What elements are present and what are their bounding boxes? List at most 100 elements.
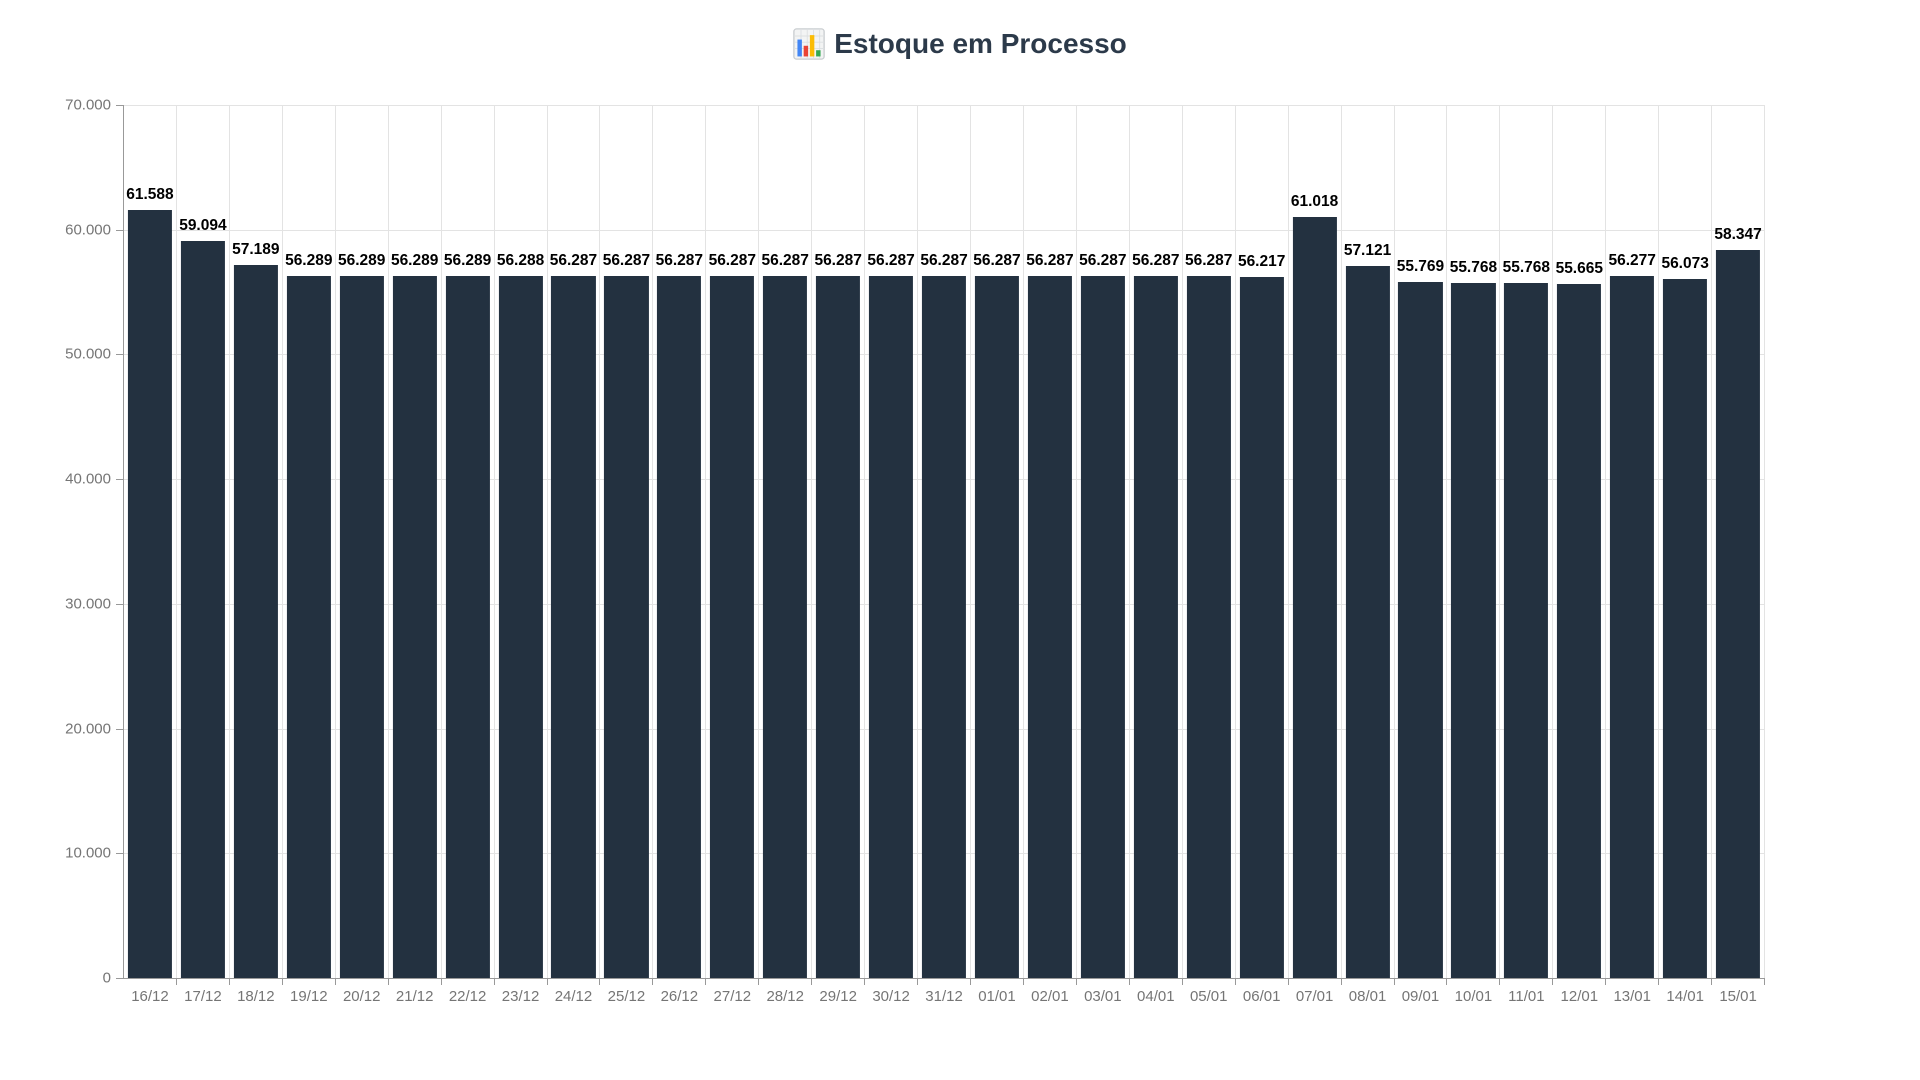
bar[interactable] xyxy=(604,276,649,978)
bar[interactable] xyxy=(1557,283,1602,978)
bar[interactable] xyxy=(1186,276,1231,978)
y-tick-mark xyxy=(116,853,123,855)
bar[interactable] xyxy=(1239,276,1284,978)
category-cell: 58.347 15/01 xyxy=(1712,105,1766,1005)
y-axis-tick-label: 70.000 xyxy=(65,96,111,114)
bar[interactable] xyxy=(1027,276,1072,978)
x-tick-mark xyxy=(1075,979,1077,985)
bar-value-label: 56.289 xyxy=(285,252,333,269)
x-tick-mark xyxy=(705,979,707,985)
plot-area: 70.000 60.000 50.000 40.000 30.000 20.000 10.0… xyxy=(65,97,1766,1005)
bar-value-label: 56.287 xyxy=(761,252,809,270)
bar[interactable] xyxy=(921,276,967,978)
bar-value-label: 56.287 xyxy=(1185,252,1233,270)
bar[interactable] xyxy=(233,264,278,978)
bar[interactable] xyxy=(1398,282,1443,978)
bar-value-label: 56.287 xyxy=(814,252,862,270)
x-axis-tick-label: 19/12 xyxy=(290,988,328,1005)
x-axis-tick-label: 11/01 xyxy=(1508,988,1545,1005)
x-axis-tick-label: 03/01 xyxy=(1084,988,1122,1005)
category-cell: 61.018 07/01 xyxy=(1289,105,1342,1005)
bar[interactable] xyxy=(127,209,173,978)
y-tick-mark xyxy=(116,354,123,356)
x-axis-tick-label: 27/12 xyxy=(713,988,752,1005)
x-axis-tick-label: 31/12 xyxy=(925,988,963,1005)
bar[interactable] xyxy=(551,276,596,978)
x-axis-tick-label: 23/12 xyxy=(501,988,540,1005)
bar-value-label: 56.287 xyxy=(1132,252,1180,270)
bar[interactable] xyxy=(1610,276,1655,978)
x-axis-tick-label: 05/01 xyxy=(1189,988,1228,1005)
bar-value-label: 56.217 xyxy=(1237,252,1286,270)
bar[interactable] xyxy=(498,276,543,978)
bar[interactable] xyxy=(392,276,437,978)
x-axis-tick-label: 06/01 xyxy=(1242,988,1281,1005)
category-cell: 56.289 20/12 xyxy=(336,105,389,1005)
x-tick-mark xyxy=(1711,979,1713,985)
bar-value-label: 56.073 xyxy=(1661,254,1709,272)
x-tick-mark xyxy=(811,979,813,985)
category-cell: 55.768 10/01 xyxy=(1447,105,1501,1005)
y-axis-tick-label: 20.000 xyxy=(65,720,111,738)
bar[interactable] xyxy=(1451,282,1496,978)
bar[interactable] xyxy=(816,276,861,978)
x-tick-mark xyxy=(917,979,919,985)
x-axis-tick-label: 25/12 xyxy=(607,988,646,1005)
y-tick-mark xyxy=(116,229,123,231)
bar[interactable] xyxy=(445,276,490,978)
bar[interactable] xyxy=(1080,276,1125,978)
x-tick-mark xyxy=(1658,979,1660,985)
bar[interactable] xyxy=(1292,217,1337,978)
bar-value-label: 59.094 xyxy=(179,217,227,235)
x-axis-tick-label: 02/01 xyxy=(1031,988,1069,1005)
x-tick-mark xyxy=(1393,979,1395,985)
bar-value-label: 56.277 xyxy=(1608,252,1656,270)
category-cell: 56.287 31/12 xyxy=(918,105,971,1005)
category-cell: 56.287 03/01 xyxy=(1077,105,1130,1005)
bar[interactable] xyxy=(657,276,702,978)
category-cell: 56.287 05/01 xyxy=(1183,105,1236,1005)
x-tick-mark xyxy=(1128,979,1130,985)
bar[interactable] xyxy=(180,241,225,978)
bar-value-label: 56.287 xyxy=(973,252,1021,270)
x-axis-tick-label: 10/01 xyxy=(1454,988,1493,1005)
bar[interactable] xyxy=(974,276,1020,978)
x-axis-tick-label: 07/01 xyxy=(1295,988,1334,1005)
x-axis-tick-label: 17/12 xyxy=(184,988,222,1005)
bar[interactable] xyxy=(1133,276,1178,978)
category-cell: 61.588 16/12 xyxy=(124,105,177,1005)
bar[interactable] xyxy=(869,276,914,978)
bar[interactable] xyxy=(286,276,331,978)
x-axis-tick-label: 01/01 xyxy=(978,988,1016,1005)
bar[interactable] xyxy=(1504,282,1549,978)
x-tick-mark xyxy=(652,979,654,985)
x-tick-mark xyxy=(334,979,336,985)
bar[interactable] xyxy=(1716,250,1761,978)
category-cell: 56.287 28/12 xyxy=(759,105,813,1005)
category-cell: 56.287 27/12 xyxy=(706,105,760,1005)
x-tick-mark xyxy=(440,979,442,985)
bar[interactable] xyxy=(710,276,755,978)
x-axis-tick-label: 12/01 xyxy=(1560,988,1599,1005)
bar[interactable] xyxy=(763,276,808,978)
page-title: Estoque em Processo xyxy=(834,28,1127,59)
x-tick-mark xyxy=(970,979,971,985)
y-tick-mark xyxy=(116,479,123,481)
y-tick-mark xyxy=(116,978,123,979)
x-tick-mark xyxy=(546,979,548,985)
bar[interactable] xyxy=(1663,278,1708,978)
y-axis-tick-label: 10.000 xyxy=(65,844,111,862)
category-cell: 55.769 09/01 xyxy=(1395,105,1448,1005)
x-tick-mark xyxy=(864,979,866,985)
x-axis-tick-label: 28/12 xyxy=(766,988,804,1005)
bar-chart-emoji-icon xyxy=(793,28,825,60)
bar[interactable] xyxy=(1345,265,1390,978)
category-cell: 55.665 12/01 xyxy=(1553,105,1607,1005)
x-tick-mark xyxy=(758,979,760,985)
y-axis-tick-label: 60.000 xyxy=(65,221,111,239)
x-axis-tick-label: 08/01 xyxy=(1348,988,1387,1005)
x-tick-mark xyxy=(387,979,389,985)
bar[interactable] xyxy=(339,276,384,978)
y-gridline xyxy=(124,105,1765,106)
x-tick-mark xyxy=(493,979,495,985)
